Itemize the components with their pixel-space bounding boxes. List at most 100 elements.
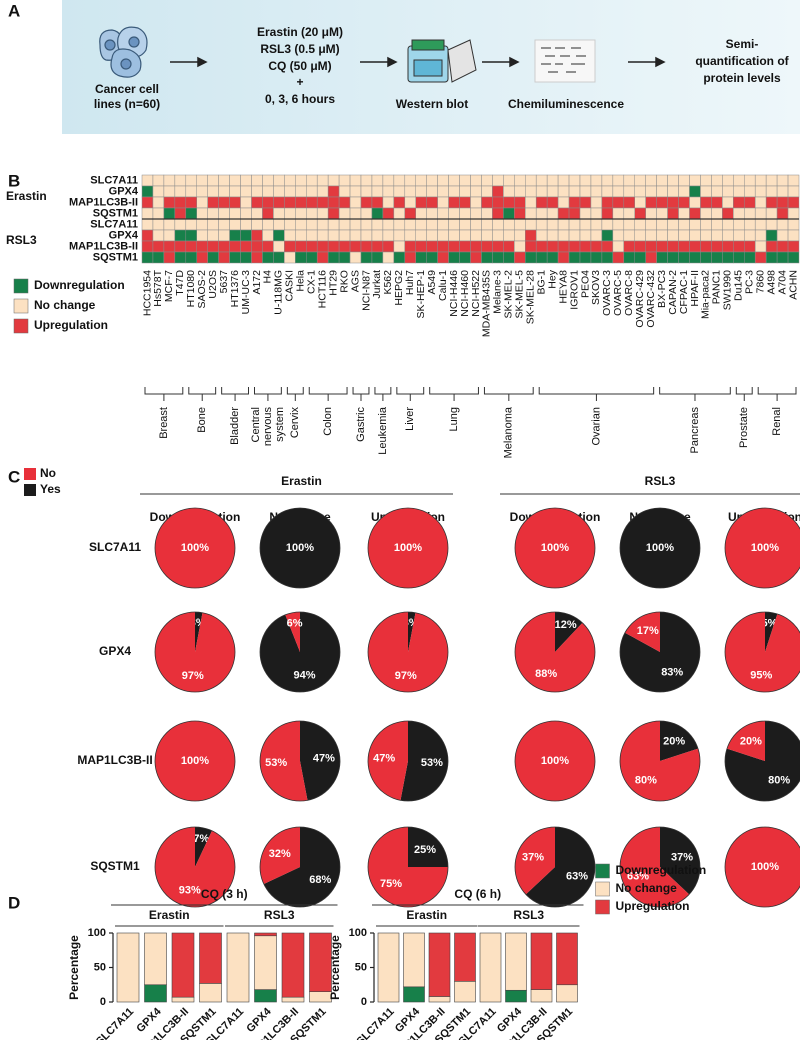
bar-segment (377, 932, 400, 1003)
heat-cell (360, 174, 373, 187)
heat-cell (360, 207, 373, 220)
heat-cell (557, 196, 570, 209)
heat-cell (349, 218, 362, 231)
tissue-label: Colon (322, 407, 334, 436)
pie-outline (367, 611, 449, 693)
heat-cell (765, 218, 778, 231)
heat-cell (546, 185, 559, 198)
tissue-label: Breast (158, 407, 170, 439)
bar-segment (281, 996, 305, 1003)
heat-cell (459, 196, 471, 209)
heat-cell (492, 240, 504, 253)
heat-cell (284, 218, 296, 231)
column-label: SK-MEL-28 (525, 270, 537, 324)
heat-cell (327, 240, 340, 253)
heat-cell (754, 229, 767, 242)
step-text: 0, 3, 6 hours (265, 92, 335, 106)
bar-segment (556, 984, 578, 1003)
column-label: NCI-N87 (360, 270, 372, 311)
heat-cell (744, 174, 756, 187)
bar-segment (505, 989, 527, 1003)
heat-cell (492, 218, 504, 231)
heat-cell (218, 185, 230, 198)
pie-outline (724, 611, 800, 693)
heat-cell (338, 185, 351, 198)
heat-cell (514, 218, 526, 231)
chemiluminescence-icon (534, 39, 596, 83)
heat-cell (722, 229, 734, 242)
bar-segment (505, 932, 527, 991)
tissue-label: Liver (404, 407, 416, 431)
heat-cell (711, 218, 723, 231)
tissue-bracket (429, 387, 479, 401)
heat-cell (535, 229, 548, 242)
heat-cell (196, 240, 208, 253)
heat-cell (678, 218, 690, 231)
pie-value-label: 100% (751, 861, 779, 873)
pie-slice (765, 612, 778, 652)
heat-cell (590, 207, 603, 220)
heat-cell (667, 240, 679, 253)
pie-outline (367, 720, 449, 802)
heat-cell (645, 229, 657, 242)
heat-cell (262, 218, 274, 231)
heat-cell (503, 207, 515, 220)
pie-value-label: 17% (637, 625, 659, 637)
bar-segment (556, 932, 578, 986)
row-label: SQSTM1 (90, 859, 140, 873)
heat-cell (338, 218, 351, 231)
heat-cell (437, 240, 449, 253)
tissue-bracket (144, 387, 184, 401)
group-label: Erastin (406, 908, 447, 922)
heat-cell (579, 218, 592, 231)
pie-value-label: 100% (181, 755, 209, 767)
heat-cell (787, 174, 800, 187)
heat-cell (152, 174, 165, 187)
heat-cell (568, 185, 581, 198)
heat-cell (448, 185, 460, 198)
pie-value-label: 100% (751, 542, 779, 554)
heat-cell (185, 229, 198, 242)
step-text: Western blot (396, 97, 468, 111)
heat-cell (185, 174, 198, 187)
bar-segment (171, 996, 195, 1003)
pie-slice (725, 612, 800, 692)
y-tick-label: 0 (100, 996, 106, 1008)
pie-slice (620, 827, 690, 908)
tissue-label: nervous (262, 407, 274, 447)
heat-cell (448, 218, 460, 231)
pie-value-label: 63% (566, 870, 588, 882)
pie-slice (514, 827, 555, 895)
column-label: SK-MEL-5 (514, 270, 526, 319)
heat-cell (656, 185, 668, 198)
heat-cell (568, 207, 581, 220)
heat-cell (765, 229, 778, 242)
heat-cell (437, 218, 449, 231)
heat-cell (415, 218, 427, 231)
group-label: RSL3 (264, 908, 295, 922)
legend-label: Downregulation (616, 863, 707, 877)
pie-value-label: 94% (293, 669, 315, 681)
heat-cell (612, 240, 625, 253)
heat-cell (667, 229, 679, 242)
heat-cell (623, 240, 635, 253)
heat-cell (371, 196, 384, 209)
heat-cell (535, 251, 548, 264)
heat-cell (678, 174, 690, 187)
heat-cell (601, 207, 614, 220)
heat-cell (240, 196, 252, 209)
heat-cell (776, 251, 789, 264)
bar-segment (171, 932, 195, 998)
heat-cell (514, 251, 526, 264)
heat-cell (262, 240, 274, 253)
heat-cell (360, 251, 373, 264)
heat-cell (776, 240, 789, 253)
pie-value-label: 68% (309, 874, 331, 886)
tissue-label: Bladder (229, 407, 241, 445)
pie-slice (195, 612, 203, 652)
tissue-label: system (274, 407, 286, 442)
pie-outline (154, 826, 236, 908)
column-label: MDA-MB435S (481, 270, 493, 337)
heat-cell (251, 196, 263, 209)
heat-cell (678, 229, 690, 242)
